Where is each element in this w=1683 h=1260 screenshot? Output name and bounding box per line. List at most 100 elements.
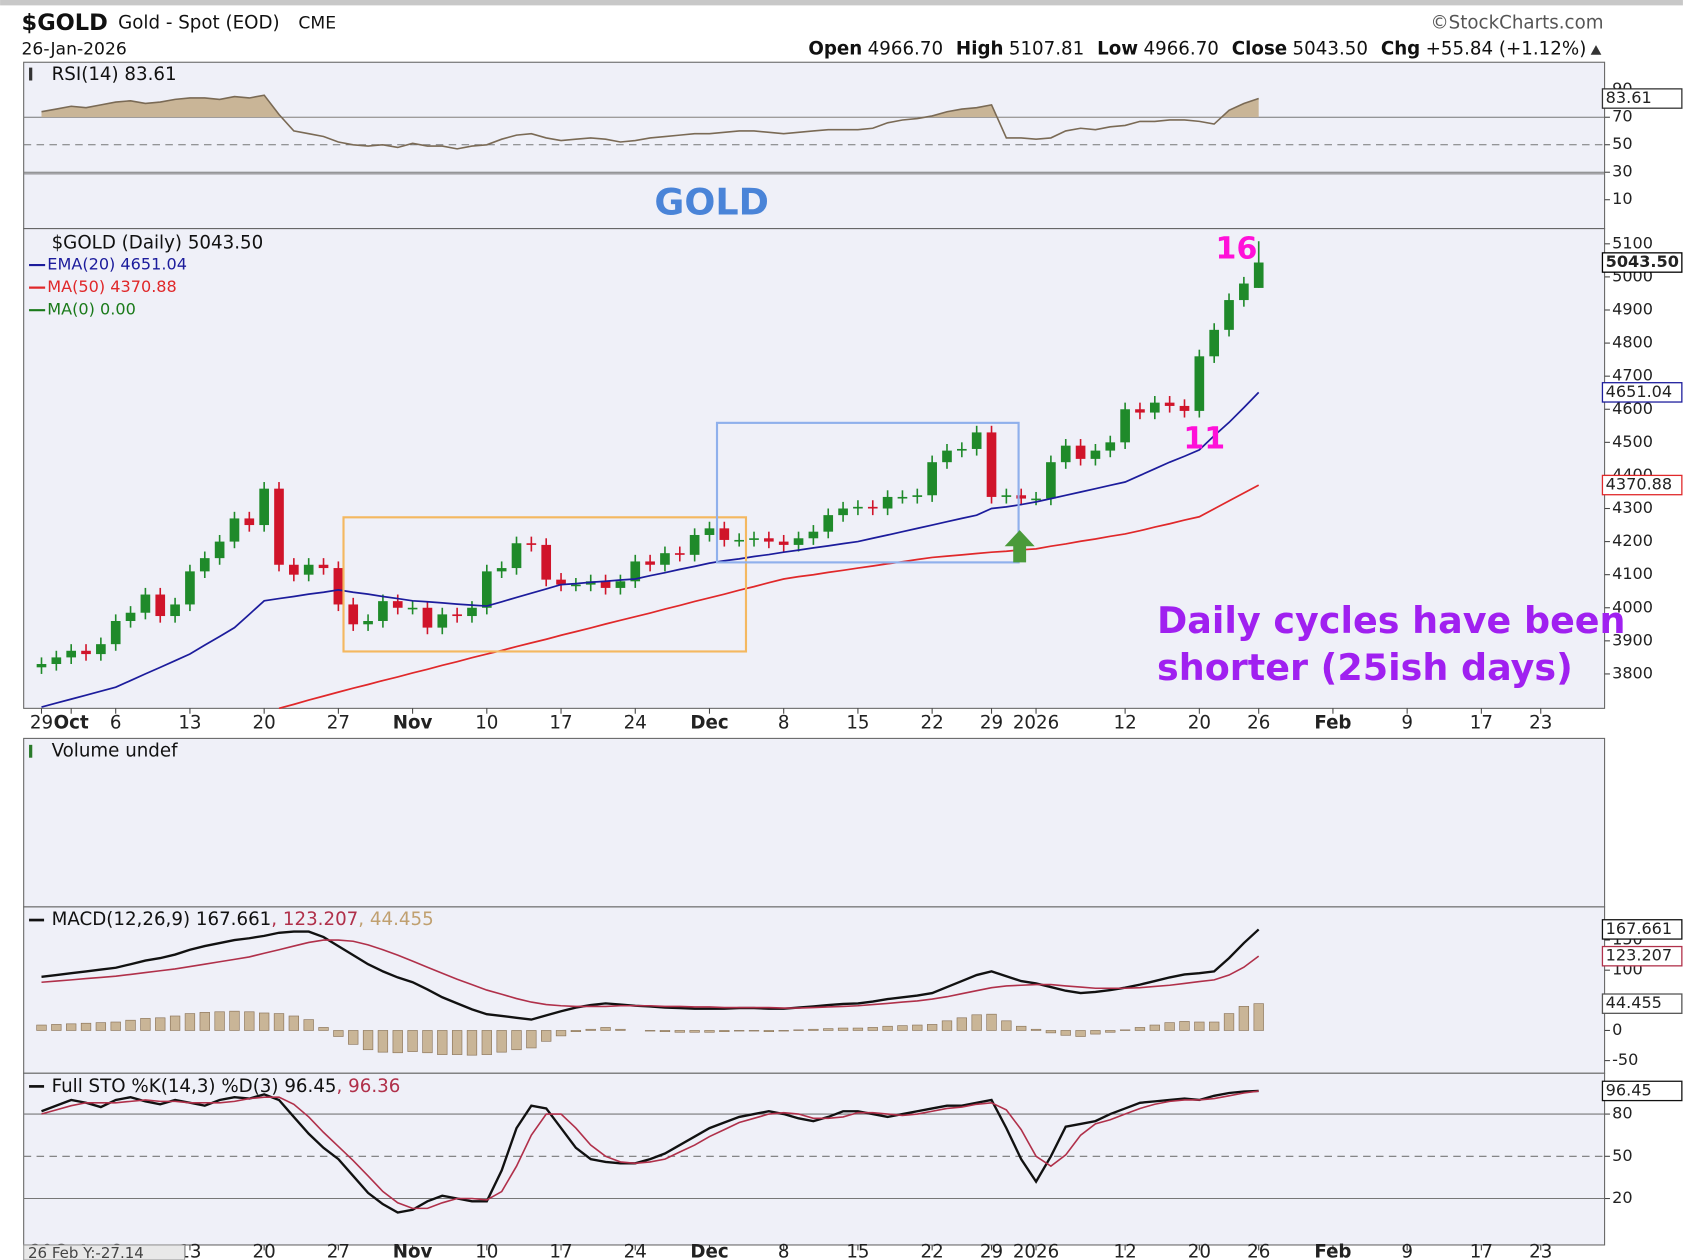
y-tick-label: 10 (1612, 189, 1632, 208)
y-tick-label: 4000 (1612, 597, 1653, 616)
range-box (715, 421, 1020, 564)
x-tick-label: Nov (393, 1241, 433, 1260)
histogram-bar (897, 1025, 908, 1031)
histogram-bar (1223, 1013, 1235, 1031)
y-tick-label: 4100 (1612, 564, 1653, 583)
candle-body (897, 496, 908, 499)
x-tick-label: 12 (1114, 1241, 1137, 1260)
ohlc-row: Open 4966.70 High 5107.81 Low 4966.70 Close 504… (808, 38, 1586, 59)
candle-body (660, 553, 670, 565)
candle-body (942, 450, 952, 463)
x-tick-label: 20 (1188, 1241, 1211, 1260)
histogram-bar (852, 1027, 864, 1031)
histogram-bar (169, 1015, 181, 1031)
arrow (1004, 530, 1035, 563)
value-tag: 44.455 (1606, 993, 1662, 1012)
candle-body (526, 543, 537, 545)
candle-body (407, 607, 418, 610)
candle-body (1224, 300, 1234, 330)
candle-body (378, 601, 388, 622)
candle-body (1149, 402, 1160, 413)
candle-body (1075, 445, 1086, 459)
ohlc-value: 5107.81 (1009, 38, 1084, 59)
candle-body (1253, 262, 1264, 288)
x-tick-label: Dec (690, 712, 728, 733)
candle-body (600, 581, 611, 588)
x-tick-label: 22 (921, 712, 944, 733)
y-tick-label: 4300 (1612, 498, 1653, 517)
histogram-bar (615, 1028, 626, 1031)
panel-legend: Full STO %K(14,3) %D(3) 96.45, 96.36 (52, 1076, 401, 1097)
candle-body (274, 488, 284, 565)
value-tag-box (1601, 945, 1683, 967)
x-tick-label: 12 (1114, 712, 1137, 733)
candle-body (199, 558, 210, 572)
candle-body (110, 621, 121, 645)
x-tick-label: 13 (178, 712, 201, 733)
legend-entry: , 123.207 (271, 909, 358, 930)
sto-panel (23, 1072, 1606, 1246)
x-tick-label: Dec (690, 1241, 728, 1260)
histogram-bar (288, 1015, 299, 1031)
value-tag: 83.61 (1606, 88, 1652, 107)
candle-body (778, 541, 789, 545)
x-tick-label: 22 (921, 1241, 944, 1260)
candle-body (823, 515, 834, 532)
histogram-bar (140, 1018, 151, 1031)
value-tag: 4370.88 (1606, 475, 1672, 494)
histogram-bar (466, 1030, 478, 1056)
candle-body (96, 644, 106, 655)
overlay-layer: EMA(20) 4651.04 MA(50) 4370.88 MA(0) 0.00 8… (29, 88, 1683, 1102)
histogram-bar (570, 1030, 582, 1032)
x-tick-label: 24 (624, 712, 647, 733)
cycle-count: 11 (1183, 422, 1225, 457)
candle-body (704, 528, 715, 535)
value-tag: 123.207 (1606, 946, 1672, 965)
histogram-bar (600, 1027, 611, 1031)
candle-body (1135, 409, 1145, 413)
histogram-bar (674, 1030, 685, 1033)
line (41, 1089, 1259, 1214)
x-tick-label: 27 (327, 1241, 350, 1260)
price-panel (23, 228, 1606, 709)
histogram-bar (689, 1030, 700, 1033)
x-tick-label: 9 (1401, 712, 1413, 733)
candle-body (1239, 283, 1249, 301)
histogram-bar (793, 1029, 804, 1031)
x-tick-label: 9 (1401, 1241, 1413, 1260)
candle-body (764, 538, 774, 542)
y-tick-label: 3800 (1612, 663, 1653, 682)
x-tick-label: 10 (475, 712, 498, 733)
histogram-bar (407, 1030, 418, 1052)
x-tick-label: 17 (1470, 712, 1493, 733)
histogram-bar (259, 1012, 270, 1031)
candle-body (363, 621, 373, 625)
legend-swatch (29, 918, 45, 922)
x-tick-label: 10 (475, 1241, 498, 1260)
histogram-bar (1194, 1021, 1205, 1031)
histogram-bar (511, 1030, 522, 1051)
value-tag: 5043.50 (1606, 252, 1679, 271)
panel-annotation: GOLD (654, 180, 769, 223)
ohlc-label: Low (1097, 38, 1138, 59)
candle-body (867, 506, 878, 509)
up-indicator (1590, 45, 1602, 55)
crosshair-box (23, 1244, 186, 1260)
histogram-bar (244, 1011, 255, 1031)
histogram-bar (837, 1027, 849, 1031)
x-tick-label: 20 (253, 1241, 276, 1260)
candle-body (481, 571, 492, 608)
y-tick-label: 4500 (1612, 432, 1653, 451)
x-tick-label: 15 (846, 1241, 869, 1260)
histogram-bar (303, 1019, 314, 1031)
histogram-bar (1253, 1003, 1264, 1031)
line (41, 939, 1260, 1009)
x-tick-label: Feb (1314, 712, 1351, 733)
candle-body (541, 544, 552, 580)
y-tick-label: 4600 (1612, 399, 1653, 418)
histogram-bar (155, 1017, 166, 1031)
candle-body (36, 664, 47, 668)
x-tick-label: 26 (1247, 1241, 1270, 1260)
value-tag-box (1601, 474, 1683, 496)
